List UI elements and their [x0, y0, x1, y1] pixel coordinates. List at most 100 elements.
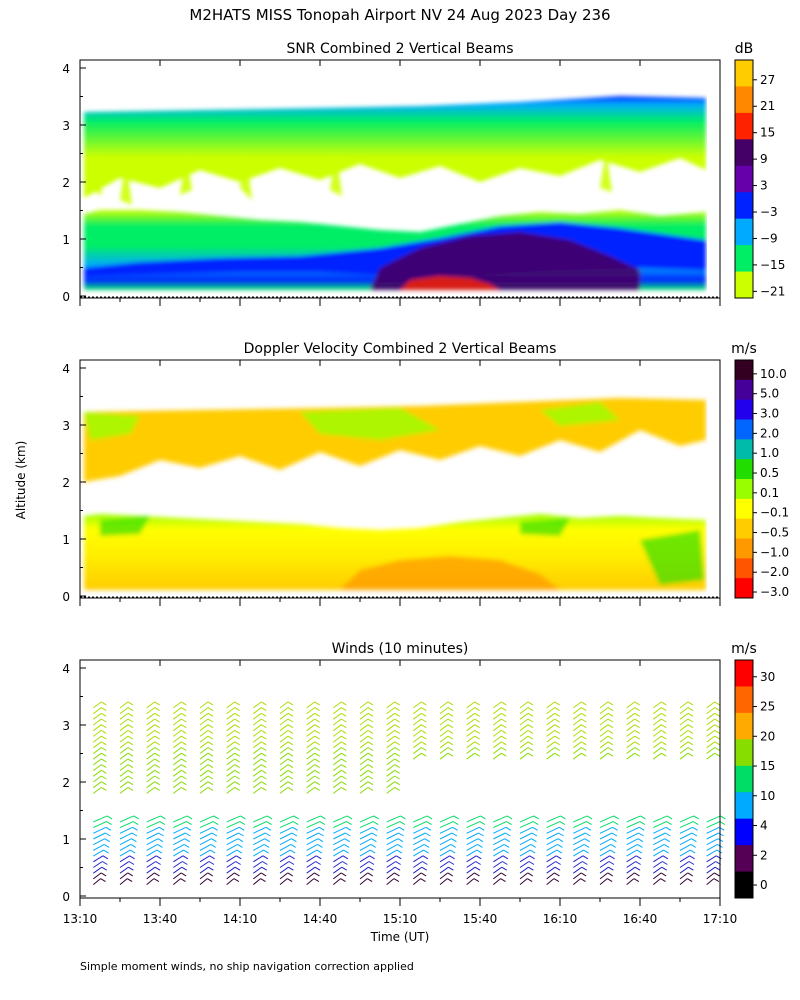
wind-barb-flag — [369, 849, 376, 854]
wind-barb-flag — [184, 838, 190, 843]
wind-barb-flag — [207, 872, 214, 877]
doppler-colorbar-swatch — [735, 558, 753, 579]
wind-barb-flag — [637, 843, 643, 848]
wind-barb — [493, 718, 502, 726]
wind-barb — [359, 707, 369, 714]
wind-barb-flag — [287, 775, 294, 780]
wind-barb-flag — [132, 826, 138, 831]
wind-barb-flag — [207, 758, 214, 763]
wind-barb-flag — [501, 747, 507, 751]
wind-barb-flag — [102, 861, 108, 865]
wind-barb-flag — [717, 838, 724, 843]
wind-profile — [626, 701, 646, 885]
wind-barb-flag — [530, 843, 537, 848]
wind-barb — [466, 701, 475, 709]
wind-barb-flag — [340, 872, 347, 877]
wind-barb — [413, 855, 424, 863]
wind-barb-flag — [527, 752, 534, 757]
wind-barb-flag — [293, 815, 300, 820]
wind-barb-flag — [526, 878, 533, 883]
wind-barb — [439, 707, 449, 714]
wind-barb-flag — [102, 855, 109, 860]
wind-barb — [119, 764, 129, 771]
wind-barb — [626, 861, 636, 868]
wind-barb-flag — [101, 769, 107, 774]
wind-barb-flag — [666, 821, 672, 826]
wind-barb-flag — [395, 861, 401, 865]
wind-barb — [333, 787, 342, 794]
doppler-colorbar-swatch — [735, 498, 753, 520]
wind-barb — [466, 707, 475, 714]
wind-barb-flag — [211, 838, 217, 843]
wind-barb-flag — [476, 855, 482, 860]
wind-barb-flag — [527, 701, 534, 706]
wind-barb-flag — [154, 724, 160, 729]
wind-barb — [119, 861, 130, 868]
wind-barb — [199, 787, 209, 794]
wind-barb — [386, 838, 399, 846]
wind-barb — [173, 866, 183, 874]
wind-barb — [386, 826, 400, 834]
wind-barb-flag — [100, 878, 106, 883]
wind-barb-flag — [287, 781, 294, 786]
wind-barb — [333, 775, 342, 783]
wind-barb-flag — [240, 815, 246, 820]
wind-barb — [546, 752, 555, 760]
wind-barb-flag — [665, 832, 671, 837]
wind-barb-flag — [474, 712, 480, 717]
wind-barb-flag — [720, 815, 726, 820]
wind-barb — [359, 861, 370, 868]
wind-barb-flag — [554, 752, 560, 757]
wind-barb — [199, 769, 209, 777]
wind-barb — [359, 747, 369, 754]
wind-barb-flag — [154, 769, 160, 774]
wind-barb-flag — [181, 741, 187, 746]
wind-barb-flag — [448, 866, 454, 871]
wind-barb-flag — [527, 718, 534, 723]
wind-barb — [439, 861, 450, 868]
wind-barb-flag — [554, 701, 560, 706]
wind-barb-flag — [181, 781, 187, 786]
wind-barb — [199, 826, 213, 834]
wind-barb-flag — [501, 729, 507, 734]
wind-profile — [226, 701, 246, 885]
doppler-colorbar-swatch — [735, 360, 753, 381]
wind-barb-flag — [425, 826, 432, 831]
wind-barb-flag — [607, 712, 614, 717]
wind-barb-flag — [314, 729, 320, 734]
wind-barb-flag — [289, 855, 295, 860]
wind-barb — [199, 712, 209, 720]
wind-barb — [679, 718, 689, 726]
wind-barb-flag — [447, 724, 454, 729]
wind-barb-flag — [367, 872, 374, 877]
wind-barb-flag — [556, 855, 562, 860]
wind-barb-flag — [341, 741, 347, 746]
wind-barb — [226, 781, 235, 789]
wind-barb — [173, 843, 185, 851]
wind-barb — [519, 747, 529, 754]
wind-barb — [146, 730, 155, 737]
wind-barb — [306, 838, 319, 846]
wind-barb — [653, 707, 662, 714]
wind-barb — [466, 724, 475, 732]
wind-barb — [173, 815, 188, 823]
wind-barb — [359, 832, 373, 840]
wind-barb-flag — [634, 747, 640, 751]
wind-barb-flag — [317, 843, 323, 848]
wind-barb — [573, 718, 582, 726]
wind-barb — [653, 730, 662, 737]
wind-barb-flag — [291, 832, 298, 837]
doppler-colorbar-swatch — [735, 379, 753, 401]
wind-barb-flag — [634, 712, 640, 717]
wind-barb — [173, 826, 187, 834]
wind-barb-flag — [234, 718, 240, 723]
wind-profile — [413, 701, 433, 885]
wind-barb-flag — [186, 821, 192, 826]
wind-barb-flag — [474, 747, 480, 751]
wind-barb — [199, 872, 209, 880]
wind-barb — [119, 821, 134, 829]
wind-barb-flag — [451, 838, 457, 843]
wind-profile — [653, 701, 673, 885]
wind-barb-flag — [447, 712, 454, 717]
